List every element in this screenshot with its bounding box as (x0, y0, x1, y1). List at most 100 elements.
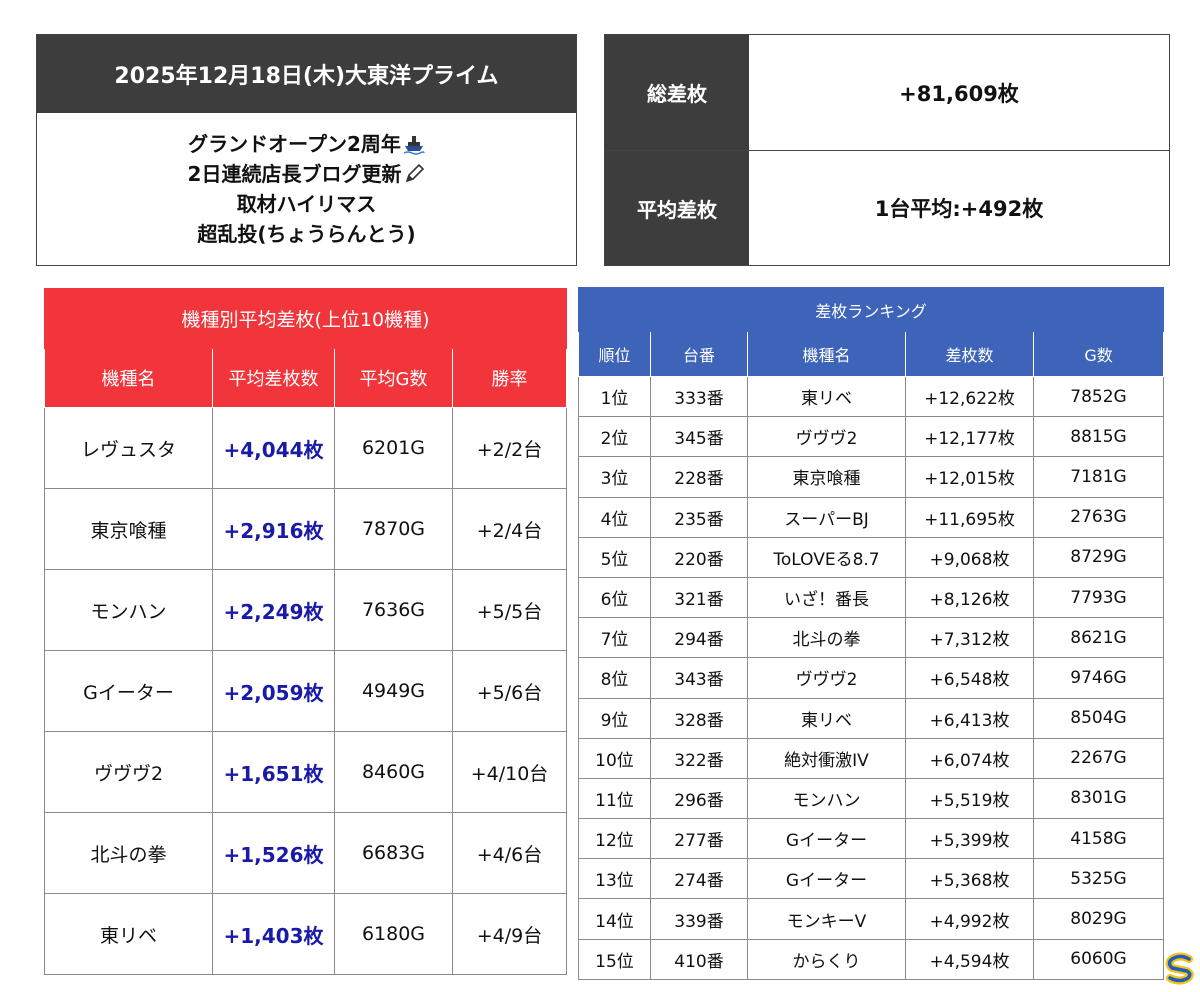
table-row: 14位 339番 モンキーV +4,992枚 8029G (578, 898, 1165, 940)
machine-name: モンキーV (747, 898, 906, 940)
machine-name: ヴヴヴ2 (747, 416, 906, 458)
machine-name: スーパーBJ (747, 496, 906, 538)
machine-name: 東リベ (747, 375, 906, 418)
ranking-table: 差枚ランキング 順位 台番 機種名 差枚数 G数 1位 333番 東リベ +12,62… (577, 287, 1165, 980)
note-text-3: 取材ハイリマス (236, 192, 377, 216)
page-title: 2025年12月18日(木)大東洋プライム (37, 35, 576, 113)
diff-count: +11,695枚 (905, 496, 1034, 538)
total-diff-label: 総差枚 (605, 35, 749, 150)
col-header-rank: 順位 (578, 331, 651, 377)
table-row: 東リベ +1,403枚 6180G +4/9台 (44, 893, 568, 975)
machine-name: 北斗の拳 (44, 812, 213, 894)
note-text-4: 超乱投(ちょうらんとう) (197, 222, 416, 246)
avg-games: 6683G (334, 812, 453, 894)
machine-name: Gイーター (747, 858, 906, 900)
avg-games: 7636G (334, 569, 453, 651)
table-row: 6位 321番 いざ！番長 +8,126枚 7793G (578, 576, 1165, 619)
machine-number: 296番 (650, 777, 748, 820)
diff-count: +12,177枚 (905, 416, 1034, 458)
game-count: 6060G (1032, 938, 1165, 980)
avg-diff-value: 1台平均:+492枚 (874, 197, 1044, 221)
machine-number: 343番 (650, 657, 748, 699)
diff-count: +6,074枚 (905, 737, 1034, 779)
machine-number: 322番 (650, 737, 748, 779)
title-box: 2025年12月18日(木)大東洋プライム グランドオープン2周年 2日連続店長… (36, 34, 577, 266)
table-row: 3位 228番 東京喰種 +12,015枚 7181G (578, 456, 1165, 498)
avg-games: 8460G (334, 731, 453, 813)
rank: 1位 (578, 375, 651, 418)
avg-diff-label: 平均差枚 (605, 151, 749, 265)
rank: 10位 (578, 737, 651, 779)
machine-table-title: 機種別平均差枚(上位10機種) (43, 288, 568, 349)
rank: 15位 (578, 938, 651, 980)
summary-box: 総差枚 +81,609枚 平均差枚 1台平均:+492枚 (604, 34, 1170, 266)
machine-name: いざ！番長 (747, 576, 906, 619)
machine-name: 東リベ (747, 697, 906, 739)
rank: 14位 (578, 898, 651, 940)
rank: 12位 (578, 818, 651, 860)
machine-number: 339番 (650, 898, 748, 940)
table-row: 北斗の拳 +1,526枚 6683G +4/6台 (44, 812, 568, 894)
machine-name: ヴヴヴ2 (747, 657, 906, 699)
machine-name: モンハン (44, 569, 213, 651)
win-rate: +4/6台 (451, 812, 568, 894)
machine-number: 328番 (650, 697, 748, 739)
table-row: モンハン +2,249枚 7636G +5/5台 (44, 569, 568, 651)
win-rate: +4/10台 (451, 731, 568, 813)
avg-diff: +2,916枚 (212, 488, 335, 570)
note-line-4: 超乱投(ちょうらんとう) (197, 219, 415, 249)
table-row: 8位 343番 ヴヴヴ2 +6,548枚 9746G (578, 657, 1165, 699)
game-count: 5325G (1032, 858, 1165, 900)
rank: 2位 (578, 416, 651, 458)
table-row: 11位 296番 モンハン +5,519枚 8301G (578, 777, 1165, 820)
machine-name: Gイーター (44, 650, 213, 732)
rank: 11位 (578, 777, 651, 820)
machine-number: 235番 (650, 496, 748, 538)
machine-name: 東京喰種 (747, 456, 906, 498)
note-line-2: 2日連続店長ブログ更新 (188, 159, 426, 189)
machine-name: Gイーター (747, 818, 906, 860)
note-line-1: グランドオープン2周年 (188, 129, 425, 159)
total-diff-value: +81,609枚 (899, 81, 1019, 106)
machine-number: 333番 (650, 375, 748, 418)
win-rate: +2/4台 (451, 488, 568, 570)
table-row: 15位 410番 からくり +4,594枚 6060G (578, 938, 1165, 980)
diff-count: +7,312枚 (905, 617, 1034, 659)
game-count: 8729G (1032, 536, 1165, 578)
table-row: 10位 322番 絶対衝激IV +6,074枚 2267G (578, 737, 1165, 779)
machine-name: 東京喰種 (44, 488, 213, 570)
machine-name: ToLOVEる8.7 (747, 536, 906, 578)
table-row: Gイーター +2,059枚 4949G +5/6台 (44, 650, 568, 732)
table-row: 7位 294番 北斗の拳 +7,312枚 8621G (578, 617, 1165, 659)
col-header-machine: 機種名 (44, 348, 213, 408)
win-rate: +5/6台 (451, 650, 568, 732)
game-count: 4158G (1032, 818, 1165, 860)
machine-average-table: 機種別平均差枚(上位10機種) 機種名 平均差枚数 平均G数 勝率 レヴュスタ … (43, 288, 568, 975)
note-text-2: 2日連続店長ブログ更新 (187, 162, 402, 186)
avg-games: 6201G (334, 407, 453, 489)
game-count: 8301G (1032, 777, 1165, 820)
diff-count: +12,622枚 (905, 375, 1034, 418)
col-header-avg-games: 平均G数 (334, 348, 453, 408)
machine-number: 274番 (650, 858, 748, 900)
diff-count: +6,413枚 (905, 697, 1034, 739)
machine-name: モンハン (747, 777, 906, 820)
game-count: 8815G (1032, 416, 1165, 458)
rank: 13位 (578, 858, 651, 900)
machine-number: 294番 (650, 617, 748, 659)
machine-name: 東リベ (44, 893, 213, 975)
diff-count: +9,068枚 (905, 536, 1034, 578)
diff-count: +5,519枚 (905, 777, 1034, 820)
rank: 5位 (578, 536, 651, 578)
table-row: ヴヴヴ2 +1,651枚 8460G +4/10台 (44, 731, 568, 813)
avg-diff: +2,249枚 (212, 569, 335, 651)
table-row: 2位 345番 ヴヴヴ2 +12,177枚 8815G (578, 416, 1165, 458)
avg-diff: +1,403枚 (212, 893, 335, 975)
col-header-avg-diff: 平均差枚数 (212, 348, 335, 408)
diff-count: +6,548枚 (905, 657, 1034, 699)
machine-number: 410番 (650, 938, 748, 980)
machine-name: からくり (747, 938, 906, 980)
game-count: 8029G (1032, 898, 1165, 940)
diff-count: +4,594枚 (905, 938, 1034, 980)
col-header-machine-number: 台番 (650, 331, 748, 377)
